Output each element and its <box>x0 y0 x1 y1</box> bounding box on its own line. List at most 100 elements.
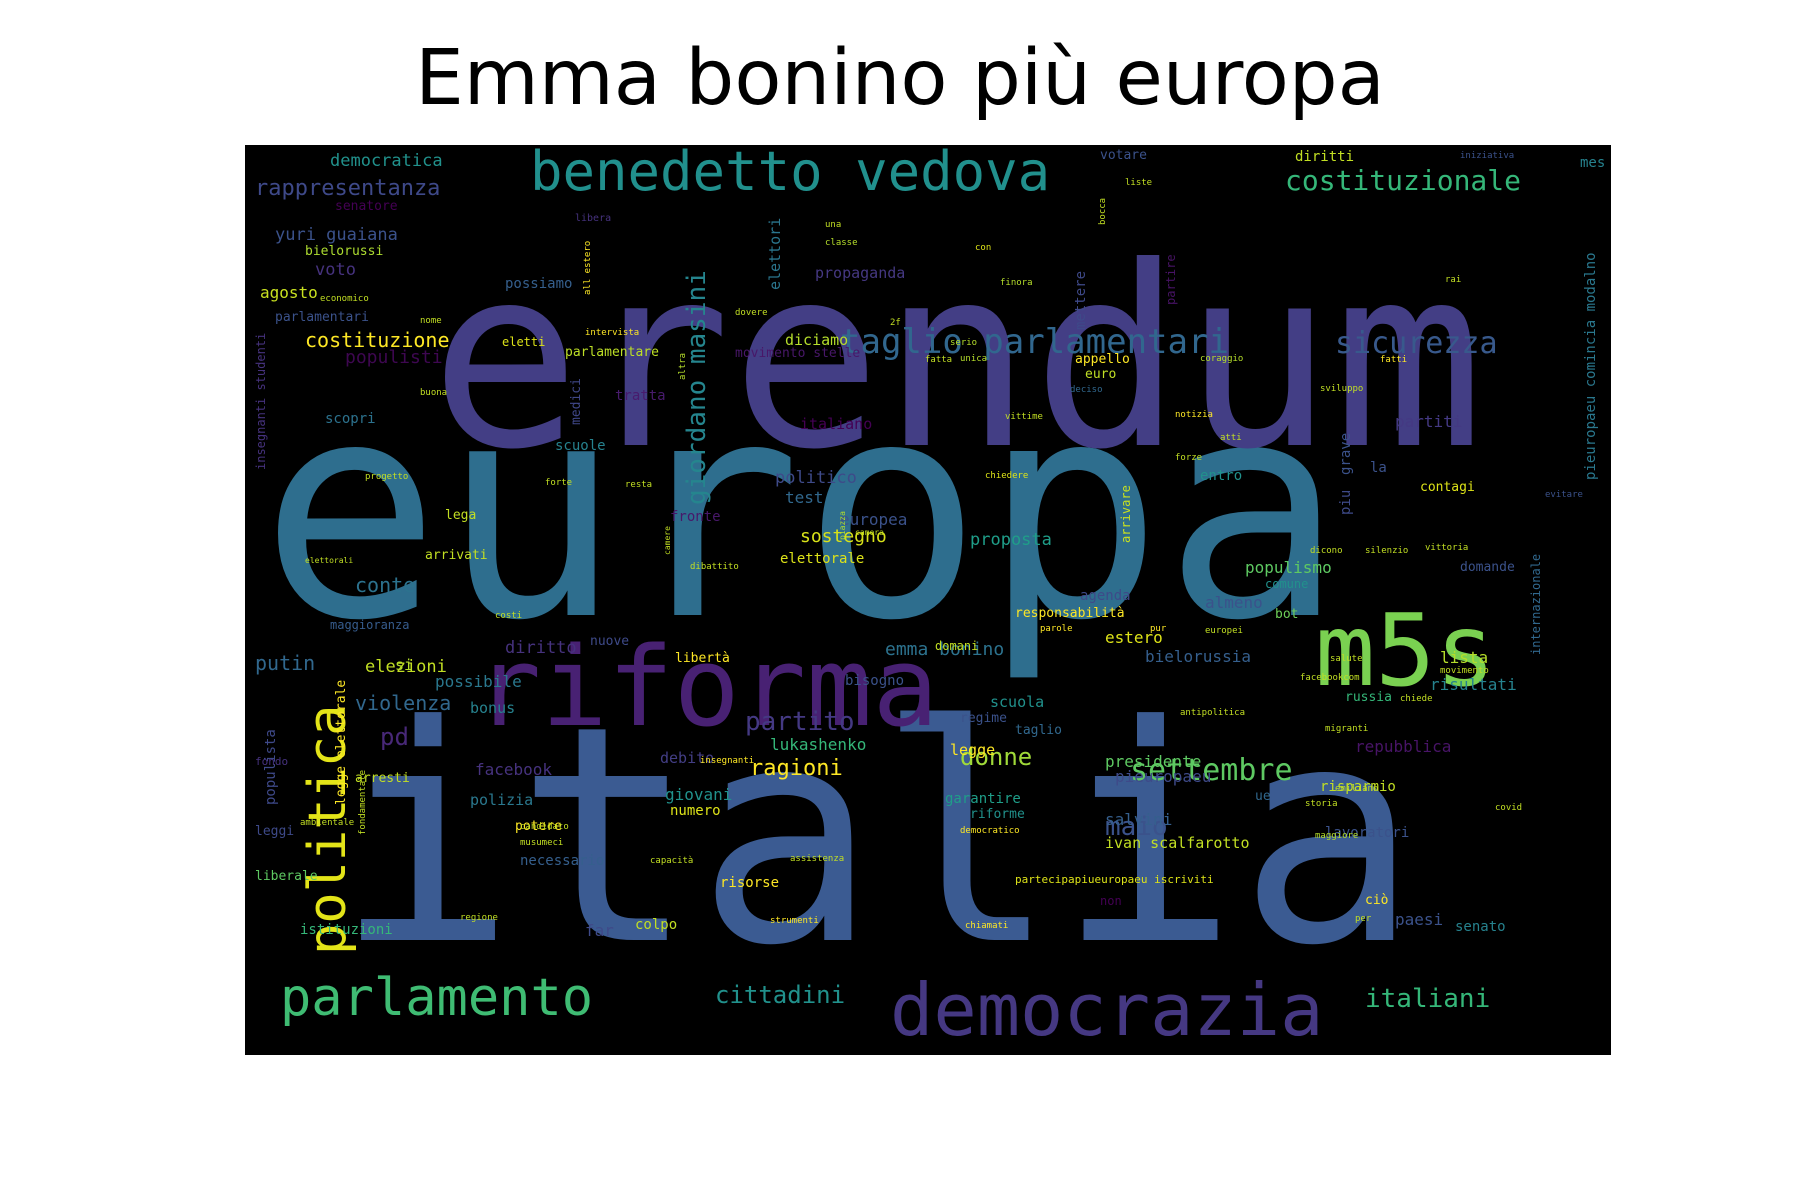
cloud-word-conte: conte <box>355 573 415 597</box>
cloud-word-costituzione: costituzione <box>305 328 450 352</box>
cloud-word-bonus: bonus <box>470 699 515 717</box>
cloud-word-numero: numero <box>670 803 721 819</box>
cloud-word-presidente: presidente <box>1105 752 1201 771</box>
cloud-word-chiamati: chiamati <box>965 921 1008 931</box>
cloud-word-diritto: diritto <box>505 638 577 658</box>
cloud-word-necessario: necessario <box>520 853 604 869</box>
cloud-word-europei: europei <box>1205 626 1243 636</box>
cloud-word-riforma: riforma <box>475 623 939 751</box>
cloud-word-garantire: garantire <box>945 791 1021 807</box>
cloud-word-capacita: capacità <box>650 856 693 866</box>
cloud-word-m5s: m5s <box>1315 592 1496 709</box>
cloud-word-piazza: piazza <box>838 511 847 540</box>
cloud-word-buona: buona <box>420 388 447 398</box>
cloud-word-contagi: contagi <box>1420 480 1475 495</box>
cloud-word-istituzioni: istituzioni <box>300 922 393 938</box>
cloud-word-entro: entro <box>1200 468 1242 484</box>
cloud-word-nome: nome <box>420 316 442 326</box>
cloud-word-silenzio: silenzio <box>1365 546 1408 556</box>
word-cloud: europa italia erendum riforma m5s democrazia b… <box>245 145 1611 1055</box>
cloud-word-senatore: senatore <box>335 199 398 214</box>
cloud-word-chiede: chiede <box>1400 694 1433 704</box>
cloud-word-agenda: agenda <box>1080 588 1131 604</box>
cloud-word-italiano: italiano <box>800 415 872 433</box>
cloud-word-populismo: populismo <box>1245 558 1332 577</box>
cloud-word-erendum: erendum <box>430 213 1484 504</box>
cloud-word-risparmio: risparmio <box>1320 779 1396 795</box>
cloud-word-italiani: italiani <box>1365 984 1490 1014</box>
cloud-word-internazionale: internazionale <box>1529 554 1543 655</box>
cloud-word-populisti: populisti <box>345 347 443 368</box>
cloud-word-medici: medici <box>569 378 584 425</box>
cloud-word-strumenti: strumenti <box>770 916 819 926</box>
cloud-word-forte: forte <box>545 478 572 488</box>
cloud-word-comune: comune <box>1265 577 1308 591</box>
cloud-word-parlamentari: parlamentari <box>275 310 369 325</box>
cloud-word-elettorali: elettorali <box>305 556 353 565</box>
cloud-word-elezioni: elezioni <box>365 657 447 677</box>
cloud-word-partire: partire <box>1164 254 1178 305</box>
cloud-word-arrivare: arrivare <box>1119 485 1133 543</box>
cloud-word-con: con <box>975 243 991 253</box>
cloud-word-altra: altra <box>678 353 688 380</box>
cloud-word-insegnanti: insegnanti <box>700 756 754 766</box>
cloud-word-liberale: liberale <box>255 869 318 884</box>
cloud-word-facebook: facebook <box>475 760 552 779</box>
cloud-word-giordano-masini: giordano masini <box>682 270 712 505</box>
cloud-word-almeno: almeno <box>1205 593 1263 612</box>
cloud-word-una: una <box>825 220 841 230</box>
cloud-word-bielorussia: bielorussia <box>1145 647 1251 666</box>
cloud-word-potere: potere <box>515 819 562 834</box>
cloud-word-bot: bot <box>1275 607 1298 622</box>
cloud-word-appello: appello <box>1075 352 1130 367</box>
cloud-word-violenza: violenza <box>355 691 451 715</box>
cloud-word-dovere: dovere <box>735 308 768 318</box>
cloud-word-fronte: fronte <box>670 509 721 525</box>
cloud-word-paesi: paesi <box>1395 910 1443 929</box>
cloud-word-camere: camere <box>663 526 672 555</box>
cloud-word-pieuropaeu-comincia-modalno: pieuropaeu comincia modalno <box>1583 252 1599 480</box>
cloud-word-cittadini: cittadini <box>715 981 845 1009</box>
cloud-word-voto: voto <box>315 260 356 280</box>
cloud-word-domani: domani <box>935 639 978 653</box>
cloud-word-fatta: fatta <box>925 355 952 365</box>
cloud-word-costi: costi <box>495 611 522 621</box>
cloud-word-euro: euro <box>1085 367 1116 382</box>
cloud-word-risorse: risorse <box>720 875 779 891</box>
cloud-word-costituzionale: costituzionale <box>1285 164 1521 197</box>
cloud-word-democratico: democratico <box>960 826 1020 836</box>
cloud-word-putin: putin <box>255 651 315 675</box>
cloud-word-agosto: agosto <box>260 283 318 302</box>
cloud-word-deciso: deciso <box>1070 385 1103 395</box>
cloud-word-parole: parole <box>1040 624 1073 634</box>
cloud-word-bocca: bocca <box>1098 198 1108 225</box>
cloud-word-liberta: libertà <box>675 651 730 666</box>
cloud-word-elettori: elettori <box>766 218 784 290</box>
cloud-word-possibile: possibile <box>435 672 522 691</box>
cloud-word-lista: lista <box>1440 648 1488 667</box>
cloud-word-piu: piu <box>1338 490 1354 515</box>
cloud-word-politica: politica <box>298 705 358 955</box>
cloud-word-partiti: partiti <box>1395 412 1462 431</box>
cloud-word-diciamo: diciamo <box>785 331 848 349</box>
cloud-word-risultati: risultati <box>1430 675 1517 694</box>
cloud-word-far: far <box>585 921 614 940</box>
cloud-word-sviluppo: sviluppo <box>1320 384 1363 394</box>
cloud-word-chiedere: chiedere <box>985 471 1028 481</box>
cloud-word-antipolitica: antipolitica <box>1180 708 1245 718</box>
cloud-word-scuole: scuole <box>555 438 606 454</box>
cloud-word-partecipapiueuropaeu-iscriviti: partecipapiueuropaeu iscriviti <box>1015 873 1214 886</box>
cloud-word-maggiore: maggiore <box>1315 831 1358 841</box>
cloud-word-legge: legge <box>950 741 995 759</box>
cloud-word-classe: classe <box>825 238 858 248</box>
cloud-word-partito: partito <box>745 707 855 737</box>
cloud-word-vittoria: vittoria <box>1425 543 1468 553</box>
cloud-word-estero: estero <box>1105 628 1163 647</box>
cloud-word-colpo: colpo <box>635 917 677 933</box>
cloud-word-intervista: intervista <box>585 328 639 338</box>
cloud-word-yuri-guaiana: yuri guaiana <box>275 225 398 245</box>
cloud-word-atti: atti <box>1220 433 1242 443</box>
cloud-word-maggioranza: maggioranza <box>330 618 409 632</box>
cloud-word-economico: economico <box>320 294 369 304</box>
cloud-word-camera: camera <box>855 528 884 537</box>
